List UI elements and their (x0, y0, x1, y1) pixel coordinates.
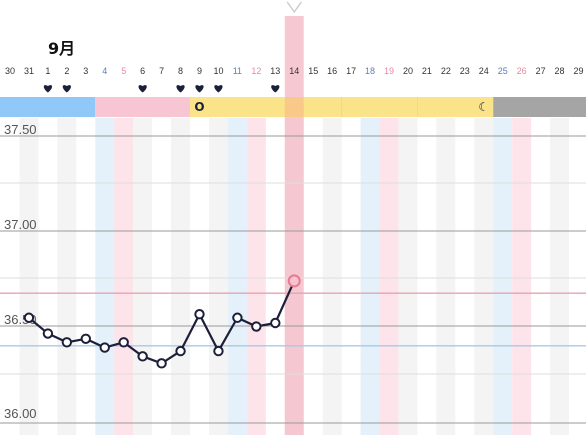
x-tick-label-20: 20 (403, 66, 413, 76)
column-bg-22 (436, 118, 456, 435)
x-tick-label-14: 14 (289, 66, 299, 76)
temperature-point (251, 321, 262, 332)
temperature-point (213, 345, 224, 357)
selected-day-pointer (286, 1, 302, 14)
x-tick-label-8: 8 (178, 66, 183, 76)
heart-icon (271, 85, 280, 93)
x-tick-label-16: 16 (327, 66, 337, 76)
x-tick-label-7: 7 (159, 66, 164, 76)
column-bg-10 (208, 118, 228, 435)
column-bg-20 (398, 118, 418, 435)
temperature-point (80, 333, 92, 344)
x-tick-label-4: 4 (102, 66, 107, 76)
x-tick-label-28: 28 (555, 66, 565, 76)
temperature-point (270, 317, 281, 329)
x-tick-label-15: 15 (308, 66, 318, 76)
month-title: 9月 (48, 39, 76, 58)
selected-day-column (284, 16, 304, 435)
y-tick-label: 37.50 (4, 122, 37, 137)
heart-icon (195, 85, 204, 93)
selected-bar-cell (284, 97, 304, 117)
x-tick-label-5: 5 (121, 66, 126, 76)
temperature-point (23, 312, 35, 323)
phase-bar-segment (95, 97, 191, 117)
column-bg-25 (493, 118, 513, 435)
x-tick-label-27: 27 (536, 66, 546, 76)
heart-icon (62, 85, 71, 93)
x-tick-label-31: 31 (24, 66, 34, 76)
column-bg-19 (379, 118, 399, 435)
column-bg-26 (512, 118, 532, 435)
x-tick-label-26: 26 (517, 66, 527, 76)
temperature-point (232, 312, 243, 323)
temperature-point (118, 337, 129, 348)
column-bg-31 (19, 118, 39, 435)
column-bg-18 (360, 118, 380, 435)
heart-icon (176, 85, 185, 93)
temperature-point (156, 358, 167, 369)
x-tick-label-3: 3 (83, 66, 88, 76)
x-tick-label-6: 6 (140, 66, 145, 76)
x-tick-label-23: 23 (460, 66, 470, 76)
x-tick-label-18: 18 (365, 66, 375, 76)
x-tick-label-21: 21 (422, 66, 432, 76)
temperature-point (194, 309, 205, 320)
column-bg-8 (171, 118, 191, 435)
heart-icon (214, 85, 223, 93)
x-tick-label-24: 24 (479, 66, 489, 76)
column-bg-2 (57, 118, 77, 435)
heart-icon (43, 85, 53, 93)
column-bg-12 (246, 118, 266, 435)
phase-bar-segment (493, 97, 586, 117)
x-tick-label-19: 19 (384, 66, 394, 76)
y-tick-label: 36.00 (4, 406, 37, 421)
x-tick-label-10: 10 (213, 66, 223, 76)
y-tick-label: 37.00 (4, 217, 37, 232)
x-tick-label-1: 1 (45, 66, 50, 76)
x-tick-label-25: 25 (498, 66, 508, 76)
heart-icon (138, 85, 147, 93)
column-bg-11 (227, 118, 247, 435)
column-bg-24 (474, 118, 494, 435)
x-tick-label-30: 30 (5, 66, 15, 76)
column-bg-6 (133, 118, 153, 435)
column-bg-4 (95, 118, 115, 435)
x-tick-label-13: 13 (270, 66, 280, 76)
temperature-point (61, 337, 73, 348)
x-tick-label-9: 9 (197, 66, 202, 76)
temperature-point (137, 351, 148, 362)
moon-icon: ☾ (478, 100, 489, 114)
temperature-point (42, 328, 54, 339)
temperature-point (175, 345, 186, 357)
x-tick-label-2: 2 (64, 66, 69, 76)
x-tick-label-11: 11 (233, 66, 242, 76)
phase-bar-segment (0, 97, 96, 117)
column-bg-28 (550, 118, 570, 435)
ovulation-marker: O (194, 100, 204, 114)
x-tick-label-17: 17 (346, 66, 356, 76)
temperature-point (99, 342, 110, 353)
x-tick-label-22: 22 (441, 66, 451, 76)
temperature-point-selected (287, 274, 301, 288)
x-tick-label-12: 12 (251, 66, 261, 76)
x-tick-label-29: 29 (573, 66, 583, 76)
column-bg-5 (114, 118, 134, 435)
column-bg-16 (322, 118, 342, 435)
